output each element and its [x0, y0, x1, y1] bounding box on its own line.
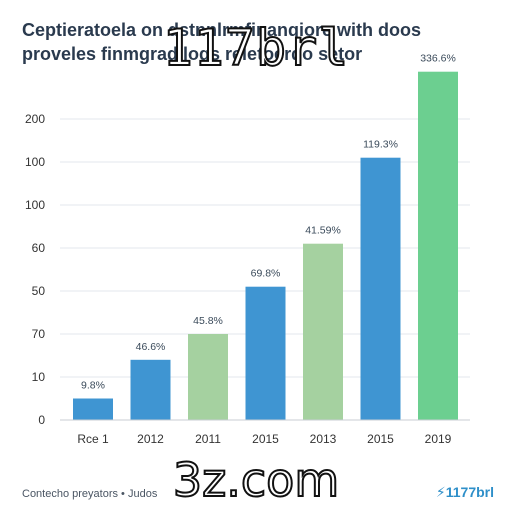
bar	[188, 334, 228, 420]
bar	[418, 71, 458, 420]
y-tick-label: 200	[25, 112, 45, 126]
y-tick-label: 70	[32, 327, 46, 341]
y-tick-label: 100	[25, 198, 45, 212]
y-tick-label: 0	[38, 413, 45, 427]
y-tick-label: 10	[32, 370, 46, 384]
data-label: 69.8%	[251, 268, 281, 280]
y-tick-label: 100	[25, 155, 45, 169]
bar	[303, 243, 343, 420]
chart-grid	[60, 118, 470, 378]
data-label: 46.6%	[136, 341, 166, 353]
bar	[130, 359, 171, 420]
data-labels: 9.8% 46.6% 45.8% 69.8% 41.59% 119.3% 336.6%	[81, 53, 456, 392]
x-tick-label: 2013	[310, 432, 337, 446]
x-tick-label: 2012	[137, 432, 164, 446]
chart-title-line-1: Ceptieratoela on dstnnlrmfinanqiore with…	[22, 20, 422, 40]
watermark-overlay-bottom: 3z.com	[172, 452, 340, 508]
data-label: 336.6%	[420, 53, 456, 65]
chart-title-line-2: proveles finmgrad logs reletoerdo setor	[22, 44, 363, 64]
x-axis-ticks: Rce 1 2012 2011 2015 2013 2015 2019	[77, 432, 451, 446]
bar	[73, 398, 113, 420]
bar	[360, 157, 401, 420]
y-tick-label: 60	[32, 241, 46, 255]
brand-logo-text: ⚡1177brl	[435, 484, 494, 500]
bar	[245, 286, 286, 420]
y-axis-ticks: 0 10 70 50 60 100 100 200	[25, 112, 45, 427]
data-label: 41.59%	[305, 225, 341, 237]
x-tick-label: 2011	[195, 432, 221, 446]
x-tick-label: Rce 1	[77, 432, 109, 446]
watermark-overlay-top: 117brl	[162, 18, 350, 78]
x-tick-label: 2015	[252, 432, 279, 446]
x-tick-label: 2015	[367, 432, 394, 446]
x-tick-label: 2019	[425, 432, 452, 446]
y-tick-label: 50	[32, 284, 46, 298]
chart-title: Ceptieratoela on dstnnlrmfinanqiore with…	[22, 18, 502, 66]
data-label: 119.3%	[363, 139, 398, 151]
chart-bars	[73, 71, 458, 420]
data-label: 9.8%	[81, 380, 105, 392]
legend-caption: Contecho preyators • Judos	[22, 488, 158, 500]
data-label: 45.8%	[193, 315, 223, 327]
